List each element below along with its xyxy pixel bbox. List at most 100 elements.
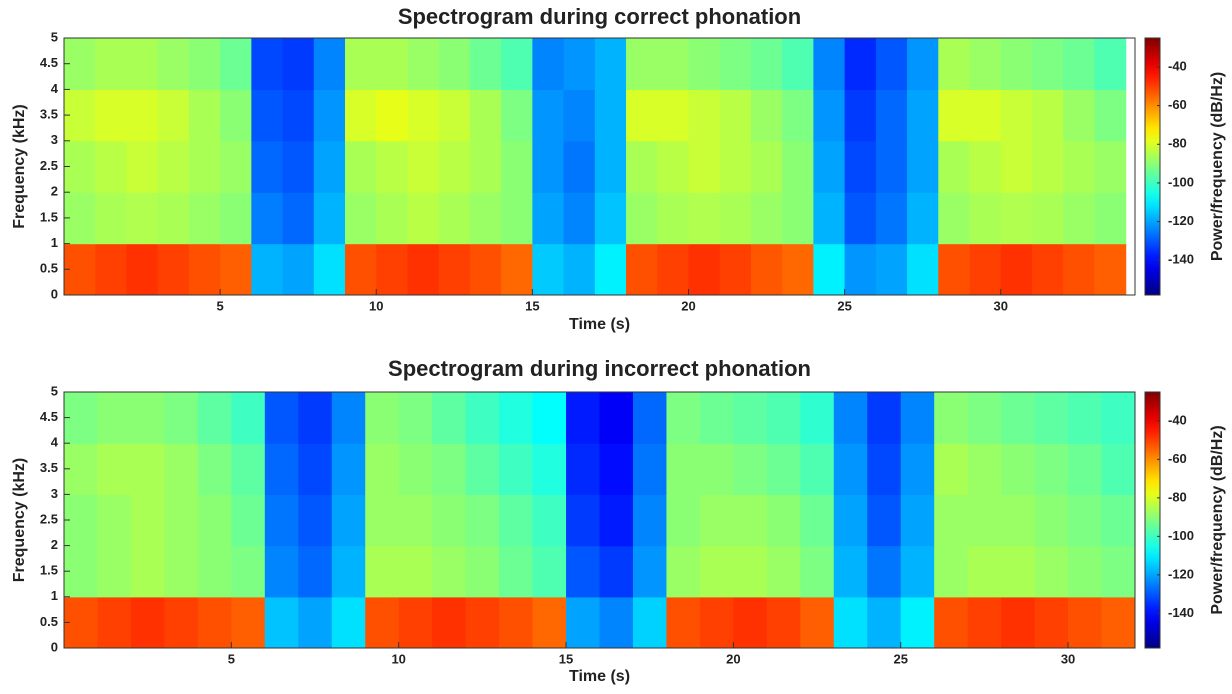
cell bbox=[197, 443, 232, 495]
cell bbox=[733, 443, 768, 495]
cell bbox=[398, 494, 433, 547]
cell bbox=[298, 545, 333, 598]
x-tick-label: 20 bbox=[681, 298, 695, 313]
cell bbox=[750, 192, 783, 245]
cell bbox=[733, 494, 768, 547]
cell bbox=[345, 140, 377, 193]
cell bbox=[563, 192, 596, 245]
cell bbox=[1094, 38, 1127, 90]
y-tick-label: 1.5 bbox=[40, 563, 58, 578]
cell bbox=[532, 494, 567, 547]
cell bbox=[666, 494, 701, 547]
cell bbox=[164, 545, 199, 598]
cell bbox=[1034, 443, 1069, 495]
cell bbox=[264, 596, 299, 648]
cell bbox=[157, 38, 190, 90]
cell bbox=[867, 596, 902, 648]
cell bbox=[875, 192, 908, 245]
y-tick-label: 2.5 bbox=[40, 158, 58, 173]
x-axis-label: Time (s) bbox=[569, 668, 630, 685]
cell bbox=[188, 140, 221, 193]
cell bbox=[197, 545, 232, 598]
cell bbox=[632, 596, 668, 648]
cell bbox=[782, 243, 814, 295]
cell bbox=[1034, 545, 1069, 598]
cell bbox=[632, 494, 668, 547]
x-tick-label: 10 bbox=[369, 298, 383, 313]
cell bbox=[532, 392, 567, 444]
cell bbox=[130, 545, 166, 598]
cell bbox=[465, 545, 500, 598]
cell bbox=[398, 443, 433, 495]
cell bbox=[938, 38, 971, 90]
cell bbox=[499, 596, 534, 648]
cell bbox=[688, 243, 721, 295]
cell bbox=[666, 596, 701, 648]
cell bbox=[938, 243, 971, 295]
cell bbox=[231, 443, 266, 495]
cell bbox=[313, 243, 346, 295]
cell bbox=[532, 443, 567, 495]
cell bbox=[766, 392, 801, 444]
cell bbox=[599, 494, 634, 547]
cell bbox=[833, 545, 868, 598]
cell bbox=[432, 494, 467, 547]
cell bbox=[1000, 38, 1033, 90]
cell bbox=[867, 443, 902, 495]
cell bbox=[907, 243, 939, 295]
colorbar bbox=[1144, 37, 1161, 296]
cell bbox=[97, 545, 132, 598]
cell bbox=[900, 443, 935, 495]
cell bbox=[126, 192, 159, 245]
cell bbox=[594, 243, 627, 295]
cell bbox=[499, 392, 534, 444]
cell bbox=[97, 392, 132, 444]
cell bbox=[969, 140, 1002, 193]
cell bbox=[1063, 243, 1096, 295]
cell bbox=[398, 596, 433, 648]
x-tick-label: 5 bbox=[228, 651, 235, 666]
cell bbox=[1094, 140, 1127, 193]
cell bbox=[766, 443, 801, 495]
cell bbox=[465, 596, 500, 648]
cell bbox=[264, 443, 299, 495]
cell bbox=[407, 140, 440, 193]
cell bbox=[800, 545, 835, 598]
cell bbox=[844, 192, 877, 245]
y-axis-label: Frequency (kHz) bbox=[11, 458, 28, 582]
cell bbox=[407, 89, 440, 142]
cell bbox=[1031, 192, 1064, 245]
cell bbox=[719, 243, 752, 295]
x-tick-label: 30 bbox=[994, 298, 1008, 313]
cell bbox=[197, 596, 232, 648]
cell bbox=[282, 89, 315, 142]
cell bbox=[699, 443, 734, 495]
cell bbox=[432, 545, 467, 598]
cell bbox=[376, 89, 409, 142]
cell bbox=[967, 392, 1002, 444]
cell bbox=[499, 443, 534, 495]
cell bbox=[313, 38, 346, 90]
y-tick-label: 4.5 bbox=[40, 409, 58, 424]
cell bbox=[398, 545, 433, 598]
x-tick-label: 30 bbox=[1061, 651, 1075, 666]
y-tick-label: 3 bbox=[51, 132, 58, 147]
y-tick-label: 0.5 bbox=[40, 261, 58, 276]
cell bbox=[719, 140, 752, 193]
cell bbox=[699, 494, 734, 547]
cell bbox=[969, 243, 1002, 295]
cell bbox=[376, 192, 409, 245]
cell bbox=[1031, 38, 1064, 90]
cell bbox=[566, 443, 601, 495]
x-tick-label: 25 bbox=[837, 298, 851, 313]
cell bbox=[844, 140, 877, 193]
cells bbox=[64, 38, 1127, 295]
cell bbox=[1068, 392, 1103, 444]
y-tick-label: 5 bbox=[51, 29, 58, 44]
cell bbox=[220, 140, 252, 193]
cell bbox=[875, 38, 908, 90]
cell bbox=[188, 243, 221, 295]
cell bbox=[251, 38, 284, 90]
cell bbox=[407, 38, 440, 90]
cell bbox=[967, 443, 1002, 495]
